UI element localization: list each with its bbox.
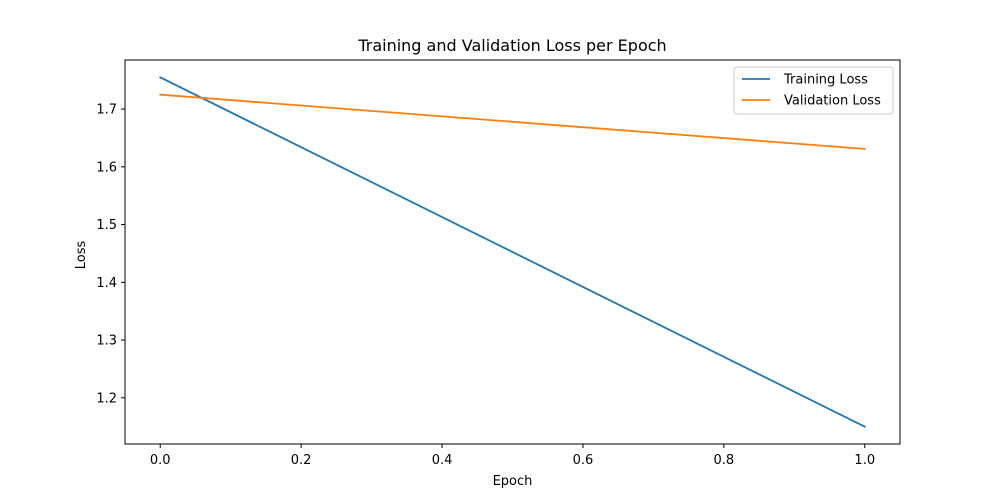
- x-tick-label: 0.6: [573, 453, 594, 468]
- y-axis-label: Loss: [74, 241, 89, 270]
- x-tick-label: 1.0: [854, 453, 875, 468]
- y-tick-label: 1.5: [96, 218, 117, 233]
- legend-box: [733, 66, 894, 115]
- x-axis-label: Epoch: [493, 474, 533, 489]
- y-tick-label: 1.7: [96, 103, 117, 118]
- y-tick-label: 1.4: [96, 276, 117, 291]
- legend: Training Loss Validation Loss: [733, 66, 894, 115]
- chart-title: Training and Validation Loss per Epoch: [357, 36, 666, 55]
- x-tick-label: 0.8: [714, 453, 735, 468]
- y-tick-label: 1.3: [96, 334, 117, 349]
- legend-label-0: Training Loss: [783, 73, 868, 88]
- y-tick-label: 1.2: [96, 391, 117, 406]
- axes-frame: [124, 59, 901, 445]
- series-line-0: [159, 76, 866, 428]
- x-tick-label: 0.2: [291, 453, 312, 468]
- plot-area: 0.0 0.2 0.4 0.6 0.8 1.0 1.2 1.3 1.4 1.5 1.6 1.7: [96, 59, 901, 468]
- series-line-1: [159, 93, 866, 150]
- legend-label-1: Validation Loss: [784, 94, 881, 109]
- x-tick-label: 0.0: [150, 453, 171, 468]
- y-tick-label: 1.6: [96, 160, 117, 175]
- x-tick-label: 0.4: [432, 453, 453, 468]
